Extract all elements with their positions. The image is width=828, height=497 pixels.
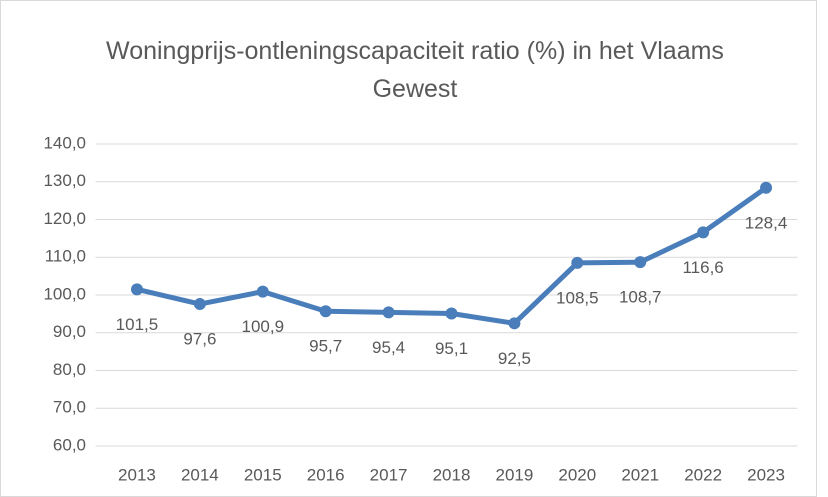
data-label: 101,5 [116, 315, 159, 334]
x-tick-label: 2021 [621, 465, 659, 484]
line [136, 185, 768, 326]
x-tick-label: 2023 [747, 465, 785, 484]
data-label: 108,7 [619, 288, 662, 307]
y-tick-label: 130,0 [43, 171, 86, 190]
data-label: 95,1 [435, 339, 468, 358]
y-tick-label: 60,0 [53, 435, 86, 454]
data-label: 108,5 [556, 288, 599, 307]
point [319, 305, 332, 318]
point [571, 256, 584, 269]
data-label: 116,6 [682, 258, 723, 277]
y-tick-label: 80,0 [53, 360, 86, 379]
y-tick-label: 90,0 [53, 322, 86, 341]
y-tick-label: 110,0 [45, 247, 86, 266]
x-tick-label: 2022 [684, 465, 722, 484]
data-label: 128,4 [745, 213, 788, 232]
x-tick-label: 2017 [370, 465, 408, 484]
chart-title: Woningprijs-ontleningscapaciteit ratio (… [106, 37, 724, 103]
data-label: 95,4 [372, 338, 405, 357]
x-tick-label: 2015 [244, 465, 282, 484]
point [193, 298, 206, 311]
x-tick-label: 2014 [181, 465, 219, 484]
x-tick-label: 2016 [307, 465, 345, 484]
point [445, 307, 458, 320]
y-tick-label: 70,0 [53, 398, 86, 417]
point [760, 181, 773, 194]
y-tick-label: 140,0 [43, 133, 86, 152]
point [634, 256, 647, 269]
x-tick-label: 2020 [558, 465, 596, 484]
data-label: 92,5 [498, 349, 531, 368]
point [697, 226, 710, 239]
y-tick-label: 100,0 [43, 284, 86, 303]
y-tick-label: 120,0 [43, 209, 86, 228]
data-label: 100,9 [241, 317, 284, 336]
point [382, 306, 395, 319]
point [256, 285, 269, 298]
x-tick-label: 2013 [118, 465, 156, 484]
data-label: 97,6 [183, 330, 216, 349]
x-tick-label: 2018 [433, 465, 471, 484]
point [508, 317, 521, 330]
x-tick-label: 2019 [495, 465, 533, 484]
point [130, 283, 143, 296]
data-label: 95,7 [309, 337, 342, 356]
